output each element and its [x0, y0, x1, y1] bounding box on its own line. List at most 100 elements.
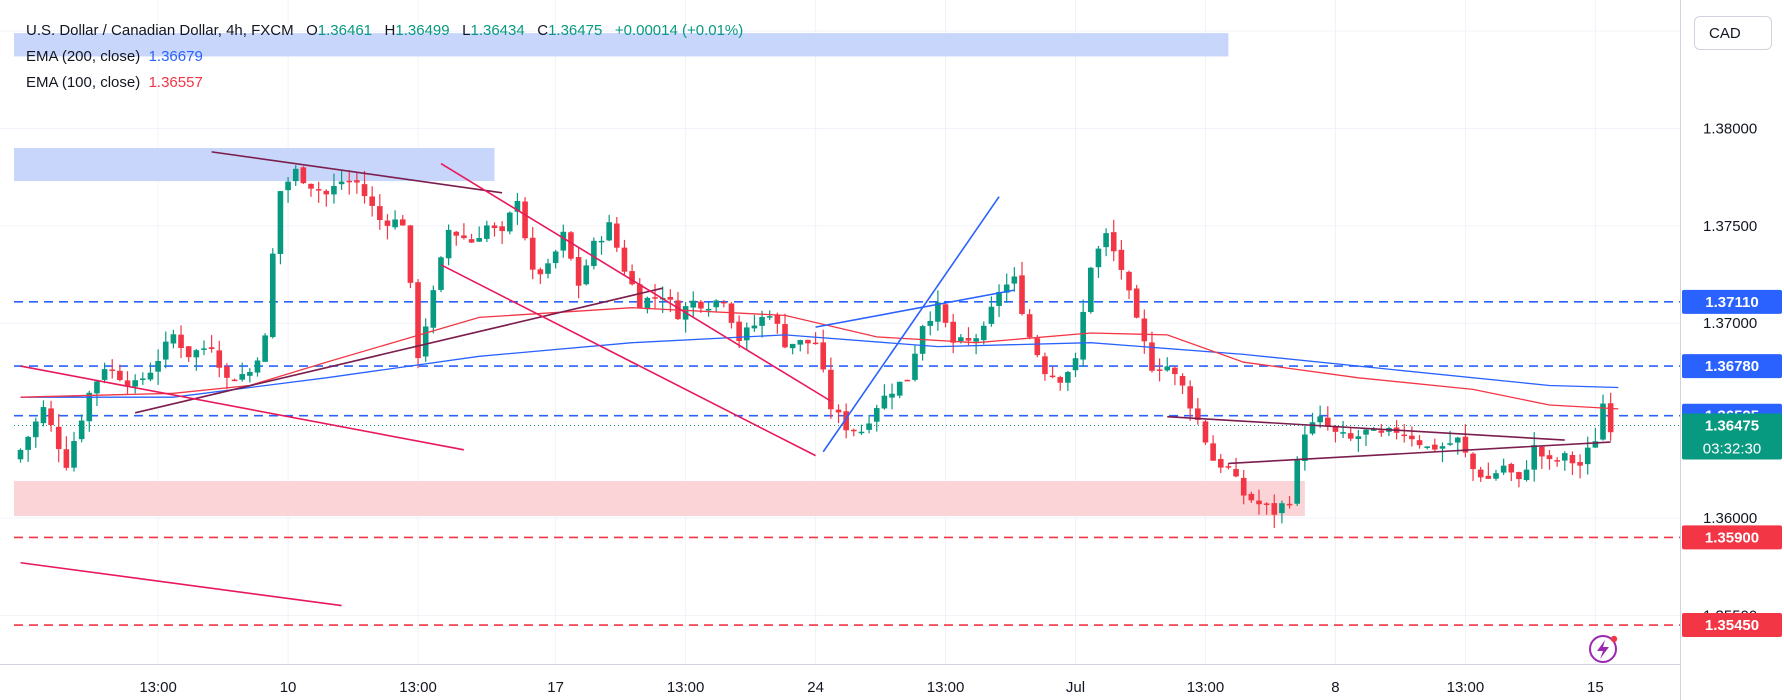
- candle-body: [1263, 503, 1270, 505]
- candle-body: [644, 297, 651, 310]
- candle: [1302, 425, 1308, 471]
- x-tick-label: 24: [807, 679, 824, 696]
- candle-body: [499, 226, 505, 232]
- candle-body: [147, 372, 154, 380]
- candle-body: [873, 408, 880, 422]
- candle-body: [140, 378, 146, 380]
- candle-body: [1355, 436, 1362, 439]
- candle-body: [950, 321, 956, 343]
- candle-body: [1416, 440, 1423, 446]
- candle: [170, 329, 177, 349]
- candle-body: [1347, 433, 1354, 439]
- candle-body: [216, 350, 223, 368]
- candle: [568, 231, 574, 261]
- candle-body: [560, 231, 567, 251]
- candle-body: [1026, 314, 1033, 338]
- candle: [491, 222, 498, 237]
- horizontal-levels: [14, 301, 1680, 626]
- candle: [140, 372, 146, 385]
- candle-body: [445, 229, 452, 259]
- candle: [1210, 435, 1216, 461]
- candle-body: [476, 238, 482, 242]
- y-tick-label: 1.37000: [1703, 315, 1757, 332]
- candle-body: [1065, 371, 1071, 383]
- candle-body: [1172, 367, 1178, 375]
- candle: [1156, 358, 1163, 382]
- candle: [1432, 438, 1438, 452]
- candle-body: [1340, 432, 1346, 434]
- candle: [545, 258, 551, 279]
- x-tick-label: 13:00: [667, 679, 705, 696]
- candle-body: [201, 348, 207, 350]
- candle: [323, 189, 330, 207]
- candle-body: [124, 380, 131, 386]
- candle: [1072, 352, 1079, 378]
- candle-body: [55, 426, 62, 450]
- candle-body: [1531, 445, 1538, 470]
- candle: [1103, 228, 1109, 257]
- x-tick-label: 15: [1587, 679, 1604, 696]
- candle: [927, 311, 934, 336]
- candle: [575, 246, 582, 299]
- candle-body: [48, 408, 54, 426]
- candle: [1401, 424, 1408, 443]
- candle: [652, 284, 658, 310]
- candle: [17, 448, 24, 463]
- candle: [361, 170, 368, 204]
- candle: [506, 211, 513, 235]
- candle: [820, 329, 827, 373]
- candle: [1065, 370, 1071, 391]
- candle: [873, 404, 880, 432]
- candle: [1485, 462, 1492, 479]
- ema200-value: 1.36679: [148, 48, 203, 65]
- candle-body: [1462, 436, 1469, 453]
- candle: [40, 400, 47, 427]
- candle: [1531, 432, 1538, 482]
- candle-body: [323, 190, 330, 195]
- candle-body: [331, 186, 337, 195]
- candle: [866, 414, 872, 434]
- candle-body: [338, 181, 345, 185]
- candle-body: [881, 395, 888, 409]
- candle-body: [1378, 430, 1385, 433]
- candle-body: [468, 239, 475, 243]
- candle: [231, 378, 238, 382]
- trendlines: [20, 151, 1611, 607]
- candle-body: [1080, 311, 1086, 360]
- candle: [1118, 239, 1125, 280]
- ema-lines: [20, 307, 1619, 410]
- candle-body: [132, 380, 138, 387]
- candle: [415, 279, 421, 369]
- candle-body: [904, 379, 911, 382]
- symbol-title[interactable]: U.S. Dollar / Canadian Dollar, 4h, FXCM: [26, 22, 294, 39]
- y-tick-label: 1.37500: [1703, 218, 1757, 235]
- candle: [705, 302, 712, 317]
- price-label: 1.36475 03:32:30: [1682, 413, 1782, 460]
- candle-body: [1141, 318, 1148, 342]
- candle-body: [568, 232, 574, 259]
- lightning-logo-icon[interactable]: [1586, 632, 1620, 666]
- candle: [843, 403, 849, 439]
- candle-body: [292, 168, 299, 182]
- candle-body: [1034, 338, 1041, 356]
- candle-body: [178, 334, 184, 348]
- candle: [1126, 270, 1132, 300]
- candle: [606, 214, 612, 242]
- candle: [1439, 442, 1446, 463]
- candle: [1279, 500, 1285, 524]
- candle-body: [506, 212, 513, 232]
- open-value: 1.36461: [317, 22, 373, 39]
- candle: [797, 339, 804, 352]
- candle-body: [1003, 284, 1010, 293]
- candle-body: [63, 449, 70, 468]
- candle: [812, 332, 819, 345]
- candle: [1233, 457, 1239, 478]
- ema200-row[interactable]: EMA (200, close) 1.36679: [26, 44, 743, 70]
- candle: [904, 379, 911, 382]
- ema100-row[interactable]: EMA (100, close) 1.36557: [26, 70, 743, 96]
- currency-button[interactable]: CAD: [1694, 16, 1772, 50]
- price-label: 1.37110: [1682, 289, 1782, 314]
- candle: [499, 221, 505, 244]
- high-value: 1.36499: [395, 22, 450, 39]
